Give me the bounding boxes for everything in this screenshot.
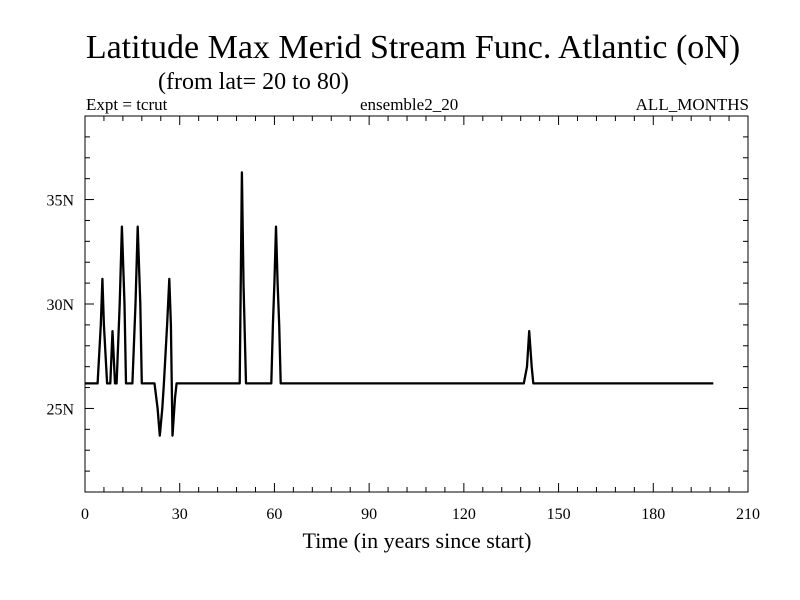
months-label: ALL_MONTHS [635,95,749,114]
y-tick-label: 30N [46,297,74,314]
x-tick-label: 90 [361,506,377,523]
x-tick-label: 210 [736,506,760,523]
chart-title: Latitude Max Merid Stream Func. Atlantic… [85,29,741,66]
x-tick-label: 30 [172,506,188,523]
x-tick-label: 120 [452,506,476,523]
chart-subtitle: (from lat= 20 to 80) [158,69,349,95]
ensemble-label: ensemble2_20 [360,95,459,114]
x-tick-label: 150 [547,506,571,523]
x-tick-label: 180 [641,506,665,523]
x-tick-label: 60 [266,506,282,523]
x-tick-label: 0 [81,506,89,523]
y-tick-label: 25N [46,401,74,418]
tick-labels: 0 30 60 90 120 150 180 210 25N 30N 35N [46,193,760,523]
x-axis-label: Time (in years since start) [302,528,532,553]
series-line [85,171,714,437]
axis-ticks [84,115,749,493]
plot-frame [84,115,749,493]
y-tick-label: 35N [46,193,74,210]
experiment-label: Expt = tcrut [86,95,168,114]
